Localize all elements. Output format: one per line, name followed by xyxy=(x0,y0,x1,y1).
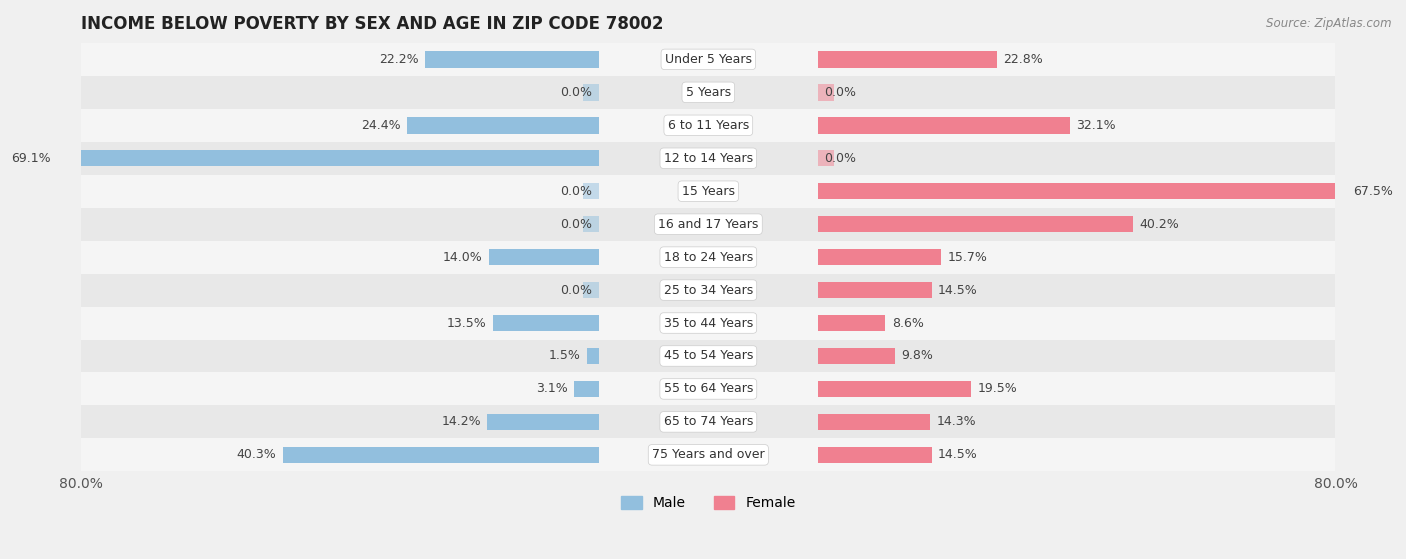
Bar xyxy=(818,315,886,331)
Bar xyxy=(283,447,599,463)
Text: 16 and 17 Years: 16 and 17 Years xyxy=(658,217,758,231)
Text: INCOME BELOW POVERTY BY SEX AND AGE IN ZIP CODE 78002: INCOME BELOW POVERTY BY SEX AND AGE IN Z… xyxy=(82,15,664,33)
Text: 15.7%: 15.7% xyxy=(948,250,987,264)
Bar xyxy=(818,381,972,397)
Text: 0.0%: 0.0% xyxy=(561,184,592,198)
Bar xyxy=(82,208,1336,240)
Bar xyxy=(818,150,834,167)
Bar xyxy=(82,109,1336,142)
Bar xyxy=(818,117,1070,134)
Bar xyxy=(82,405,1336,438)
Text: 22.2%: 22.2% xyxy=(378,53,418,66)
Text: 0.0%: 0.0% xyxy=(824,151,856,165)
Text: 0.0%: 0.0% xyxy=(561,283,592,297)
Text: 5 Years: 5 Years xyxy=(686,86,731,99)
Text: 67.5%: 67.5% xyxy=(1354,184,1393,198)
Text: 3.1%: 3.1% xyxy=(536,382,568,395)
Bar xyxy=(82,240,1336,273)
Bar xyxy=(82,76,1336,109)
Text: 9.8%: 9.8% xyxy=(901,349,934,362)
Bar xyxy=(586,348,599,364)
Text: 6 to 11 Years: 6 to 11 Years xyxy=(668,119,749,132)
Text: 75 Years and over: 75 Years and over xyxy=(652,448,765,461)
Legend: Male, Female: Male, Female xyxy=(616,491,801,516)
Bar xyxy=(488,414,599,430)
Text: 8.6%: 8.6% xyxy=(891,316,924,330)
Text: 13.5%: 13.5% xyxy=(447,316,486,330)
Bar xyxy=(818,216,1133,233)
Bar xyxy=(408,117,599,134)
Bar xyxy=(82,372,1336,405)
Text: Under 5 Years: Under 5 Years xyxy=(665,53,752,66)
Bar xyxy=(583,183,599,200)
Bar xyxy=(82,175,1336,208)
Text: 15 Years: 15 Years xyxy=(682,184,735,198)
Text: 45 to 54 Years: 45 to 54 Years xyxy=(664,349,754,362)
Text: 14.2%: 14.2% xyxy=(441,415,481,428)
Text: 14.0%: 14.0% xyxy=(443,250,482,264)
Text: 65 to 74 Years: 65 to 74 Years xyxy=(664,415,754,428)
Bar xyxy=(574,381,599,397)
Bar xyxy=(82,142,1336,175)
Bar xyxy=(82,438,1336,471)
Text: 0.0%: 0.0% xyxy=(561,86,592,99)
Text: 40.3%: 40.3% xyxy=(236,448,277,461)
Bar xyxy=(489,249,599,266)
Text: Source: ZipAtlas.com: Source: ZipAtlas.com xyxy=(1267,17,1392,30)
Text: 14.3%: 14.3% xyxy=(936,415,976,428)
Bar xyxy=(818,414,931,430)
Text: 22.8%: 22.8% xyxy=(1002,53,1043,66)
Bar xyxy=(583,216,599,233)
Bar xyxy=(82,273,1336,306)
Text: 14.5%: 14.5% xyxy=(938,283,977,297)
Bar xyxy=(492,315,599,331)
Bar xyxy=(583,84,599,101)
Text: 69.1%: 69.1% xyxy=(11,151,51,165)
Bar xyxy=(425,51,599,68)
Text: 0.0%: 0.0% xyxy=(824,86,856,99)
Text: 1.5%: 1.5% xyxy=(548,349,581,362)
Bar xyxy=(82,339,1336,372)
Text: 14.5%: 14.5% xyxy=(938,448,977,461)
Bar xyxy=(82,43,1336,76)
Bar xyxy=(818,183,1347,200)
Bar xyxy=(82,306,1336,339)
Bar xyxy=(818,282,932,299)
Text: 40.2%: 40.2% xyxy=(1139,217,1180,231)
Bar xyxy=(818,84,834,101)
Text: 55 to 64 Years: 55 to 64 Years xyxy=(664,382,754,395)
Bar xyxy=(818,447,932,463)
Text: 32.1%: 32.1% xyxy=(1076,119,1115,132)
Text: 12 to 14 Years: 12 to 14 Years xyxy=(664,151,752,165)
Bar xyxy=(56,150,599,167)
Text: 0.0%: 0.0% xyxy=(561,217,592,231)
Bar xyxy=(818,51,997,68)
Text: 24.4%: 24.4% xyxy=(361,119,401,132)
Bar xyxy=(818,249,941,266)
Bar xyxy=(818,348,894,364)
Text: 25 to 34 Years: 25 to 34 Years xyxy=(664,283,754,297)
Text: 19.5%: 19.5% xyxy=(977,382,1017,395)
Bar xyxy=(583,282,599,299)
Text: 18 to 24 Years: 18 to 24 Years xyxy=(664,250,754,264)
Text: 35 to 44 Years: 35 to 44 Years xyxy=(664,316,754,330)
